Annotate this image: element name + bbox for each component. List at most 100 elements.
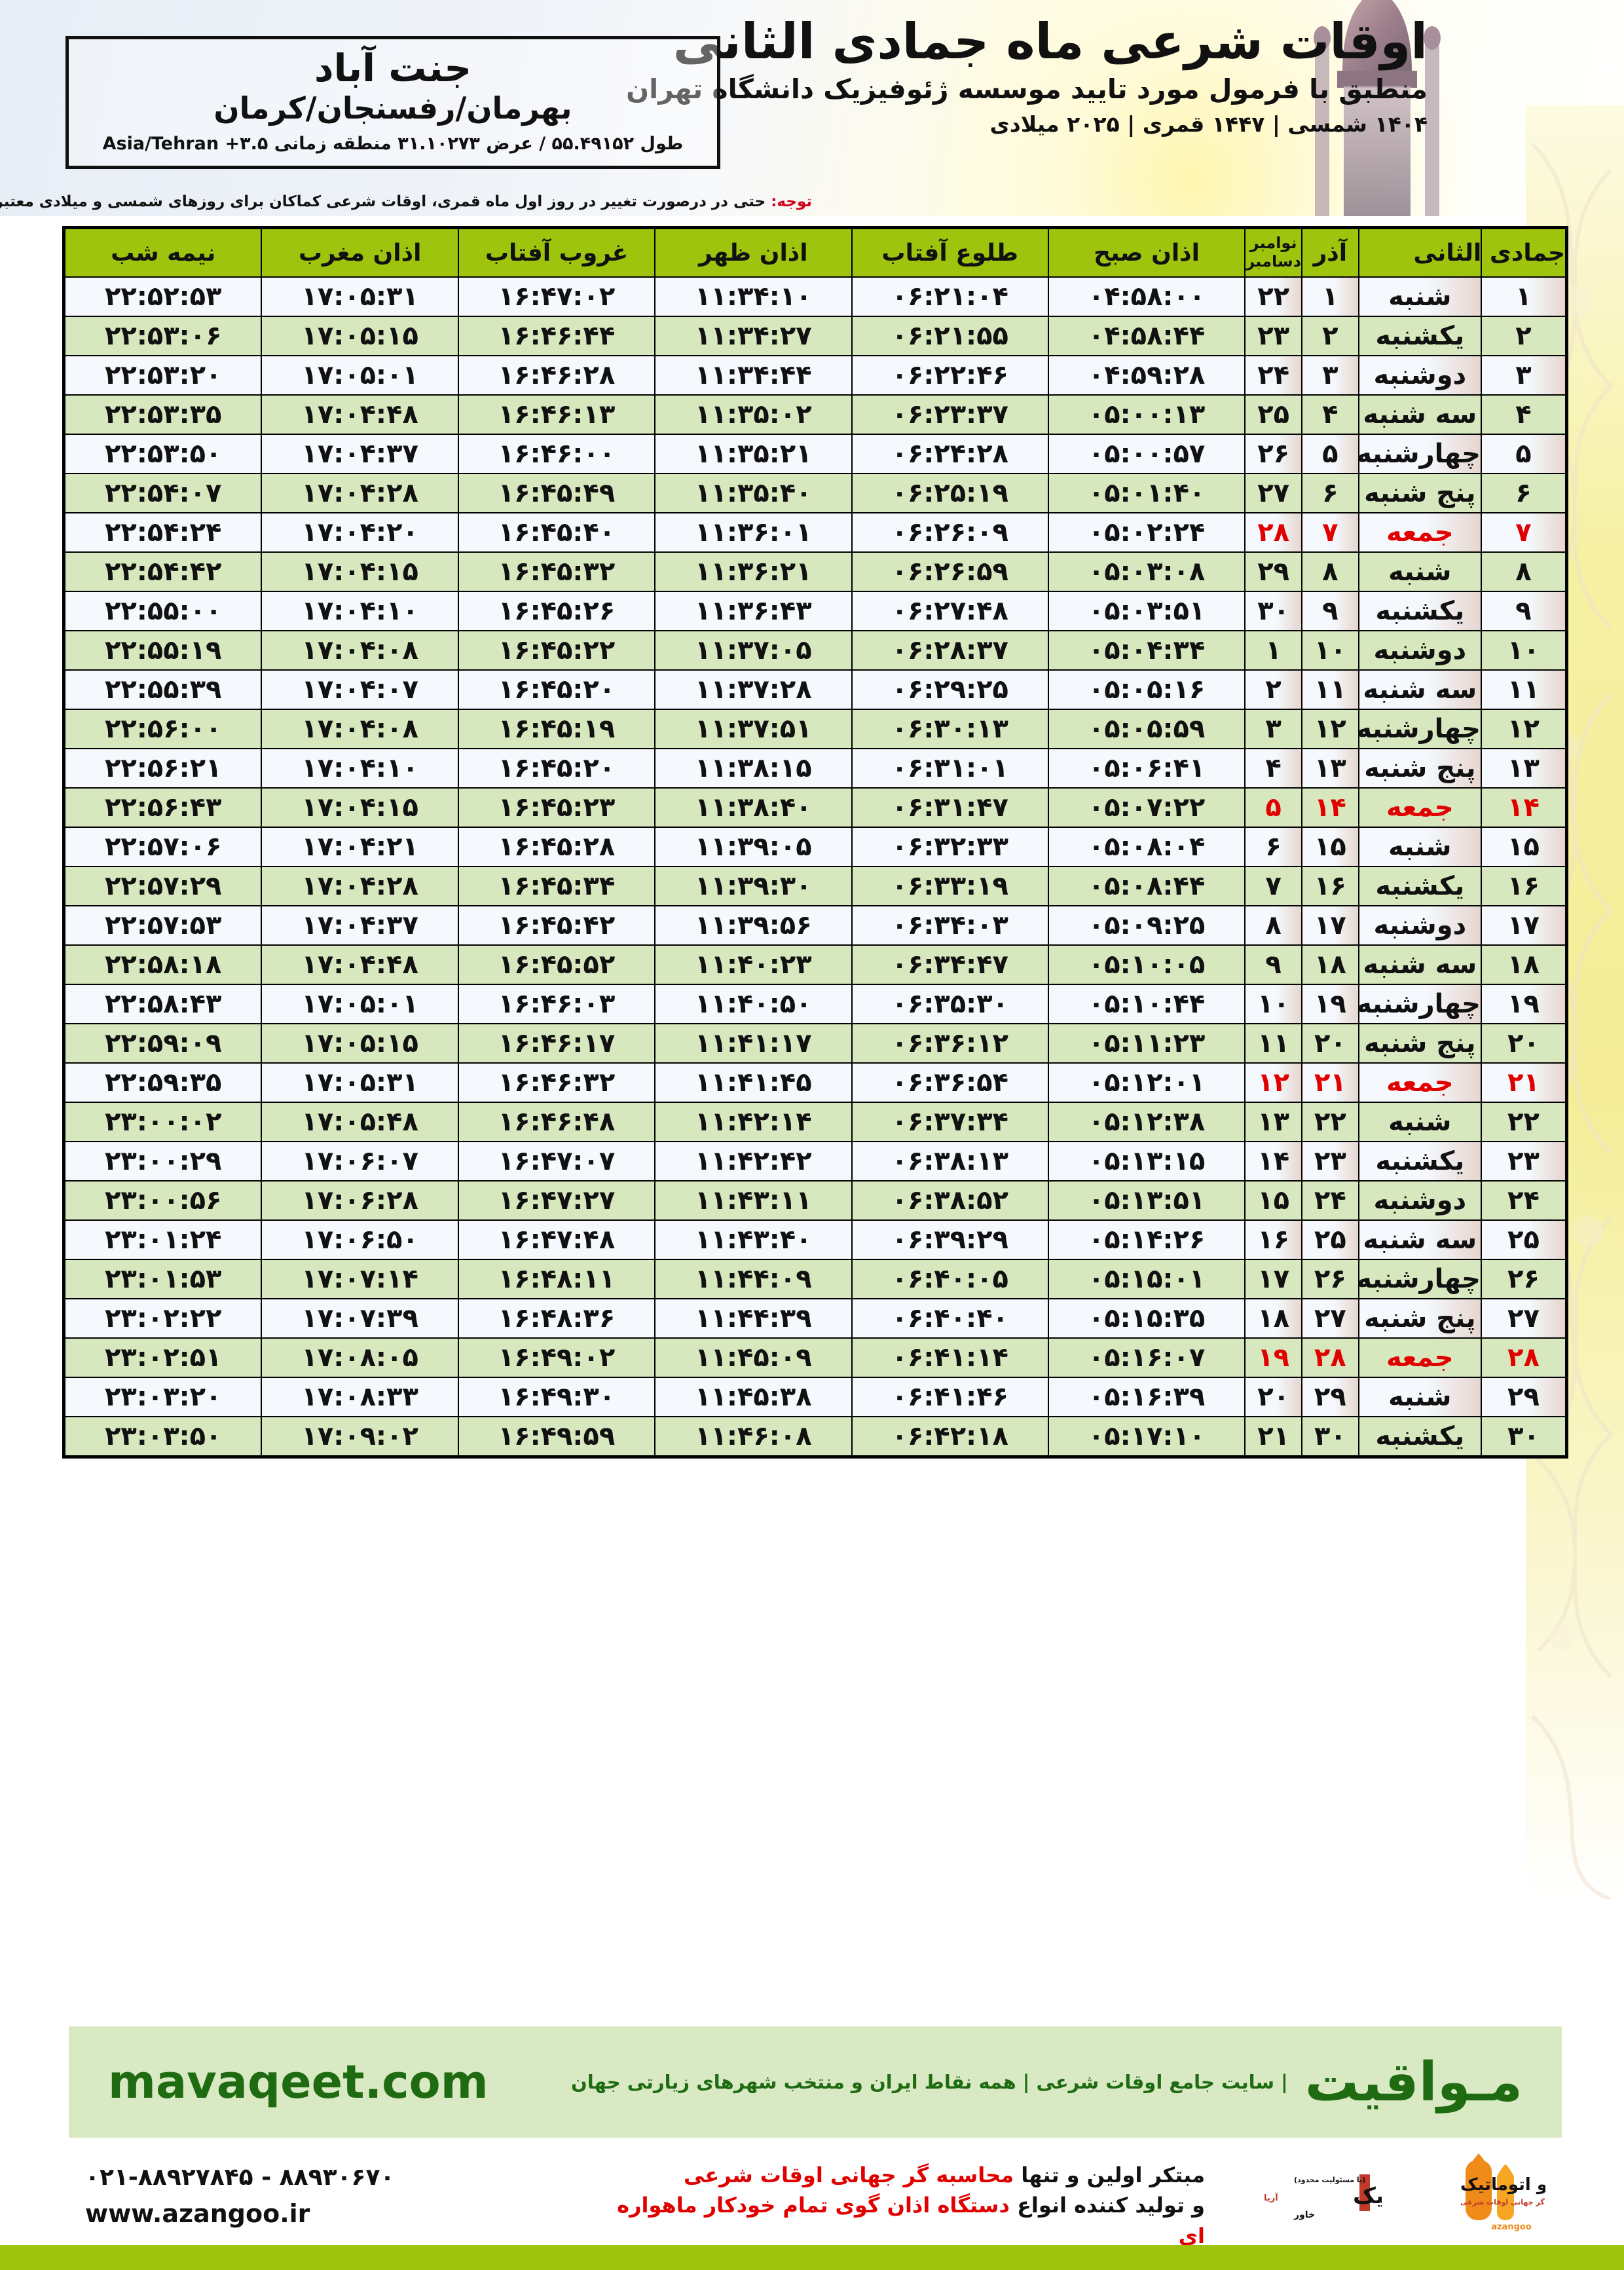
cell-fajr: ۰۵:۰۰:۵۷ (1047, 434, 1246, 474)
cell-fajr: ۰۵:۰۹:۲۵ (1047, 905, 1246, 946)
cell-weekday: پنج شنبه (1357, 1298, 1482, 1339)
table-row: ۲ یکشنبه ۲ ۲۳ ۰۴:۵۸:۴۴ ۰۶:۲۱:۵۵ ۱۱:۳۴:۲۷ ۱۶:۴۶:… (63, 316, 1568, 356)
table-row: ۱ شنبه ۱ ۲۲ ۰۴:۵۸:۰۰ ۰۶:۲۱:۰۴ ۱۱:۳۴:۱۰ ۱۶:۴۷:۰۲… (63, 276, 1568, 317)
cell-hijri-day: ۳۰ (1480, 1416, 1568, 1458)
cell-hijri-day: ۱۳ (1480, 748, 1568, 789)
banner-tagline: | سایت جامع اوقات شرعی | همه نقاط ایران … (570, 2071, 1288, 2093)
cell-midnight: ۲۲:۵۷:۰۶ (63, 827, 263, 867)
cell-sunrise: ۰۶:۳۷:۳۴ (851, 1102, 1049, 1142)
cell-gregorian-day: ۹ (1244, 944, 1302, 985)
city-region-path: بهرمان/رفسنجان/کرمان (213, 90, 572, 126)
cell-gregorian-day: ۲۸ (1244, 512, 1302, 553)
th-greg-top: نوامبر (1249, 234, 1297, 253)
table-row: ۹ یکشنبه ۹ ۳۰ ۰۵:۰۳:۵۱ ۰۶:۲۷:۴۸ ۱۱:۳۶:۴۳ ۱۶:۴۵:… (63, 591, 1568, 631)
cell-weekday: دوشنبه (1357, 1180, 1482, 1221)
cell-dhuhr: ۱۱:۳۶:۰۱ (654, 512, 853, 553)
page-title: اوقات شرعی ماه جمادی الثانی (673, 12, 1428, 70)
cell-fajr: ۰۵:۱۷:۱۰ (1047, 1416, 1246, 1458)
slogan-l2-plain: و تولید کننده انواع (1009, 2193, 1205, 2218)
slogan-l2-accent: دستگاه اذان گوی تمام خودکار ماهواره ای (617, 2193, 1205, 2248)
cell-gregorian-day: ۴ (1244, 748, 1302, 789)
cell-gregorian-day: ۲۷ (1244, 473, 1302, 513)
cell-weekday: جمعه (1357, 1337, 1482, 1378)
cell-sunrise: ۰۶:۳۸:۱۳ (851, 1141, 1049, 1182)
cell-maghrib: ۱۷:۰۴:۲۰ (261, 512, 459, 553)
slogan-l1-plain: مبتکر اولین و تنها (1014, 2163, 1205, 2187)
table-row: ۷ جمعه ۷ ۲۸ ۰۵:۰۲:۲۴ ۰۶:۲۶:۰۹ ۱۱:۳۶:۰۱ ۱۶:۴۵:۴۰… (63, 512, 1568, 553)
cell-maghrib: ۱۷:۰۶:۲۸ (261, 1180, 459, 1221)
cell-maghrib: ۱۷:۰۴:۲۱ (261, 827, 459, 867)
cell-sunset: ۱۶:۴۶:۱۷ (457, 1023, 656, 1064)
header-titles: اوقات شرعی ماه جمادی الثانی منطبق با فرم… (380, 12, 1428, 138)
cell-shamsi-day: ۲ (1301, 316, 1359, 356)
cell-maghrib: ۱۷:۰۵:۰۱ (261, 984, 459, 1024)
cell-gregorian-day: ۳ (1244, 709, 1302, 749)
cell-weekday: شنبه (1357, 1102, 1482, 1142)
cell-dhuhr: ۱۱:۴۵:۰۹ (654, 1337, 853, 1378)
cell-weekday: سه شنبه (1357, 944, 1482, 985)
cell-maghrib: ۱۷:۰۴:۴۸ (261, 394, 459, 435)
cell-gregorian-day: ۷ (1244, 866, 1302, 906)
cell-hijri-day: ۱۰ (1480, 630, 1568, 671)
cell-dhuhr: ۱۱:۴۳:۴۰ (654, 1219, 853, 1260)
cell-sunset: ۱۶:۴۶:۲۸ (457, 355, 656, 396)
cell-gregorian-day: ۱۲ (1244, 1062, 1302, 1103)
table-body: ۱ شنبه ۱ ۲۲ ۰۴:۵۸:۰۰ ۰۶:۲۱:۰۴ ۱۱:۳۴:۱۰ ۱۶:۴۷:۰۲… (63, 276, 1568, 1458)
note-label: توجه: (771, 193, 812, 210)
th-sunset: غروب آفتاب (457, 227, 656, 278)
cell-midnight: ۲۳:۰۱:۵۳ (63, 1259, 263, 1299)
footer-slogan-line2: و تولید کننده انواع دستگاه اذان گوی تمام… (616, 2190, 1205, 2251)
cell-midnight: ۲۲:۵۴:۴۲ (63, 551, 263, 592)
cell-sunrise: ۰۶:۲۴:۲۸ (851, 434, 1049, 474)
cell-shamsi-day: ۴ (1301, 394, 1359, 435)
cell-midnight: ۲۲:۵۳:۳۵ (63, 394, 263, 435)
city-info-box: جنت آباد بهرمان/رفسنجان/کرمان طول ۵۵.۴۹۱… (65, 36, 720, 169)
cell-hijri-day: ۲۶ (1480, 1259, 1568, 1299)
cell-hijri-day: ۳ (1480, 355, 1568, 396)
cell-sunrise: ۰۶:۳۱:۴۷ (851, 787, 1049, 828)
cell-sunset: ۱۶:۴۶:۳۲ (457, 1062, 656, 1103)
cell-midnight: ۲۳:۰۰:۵۶ (63, 1180, 263, 1221)
cell-hijri-day: ۲۱ (1480, 1062, 1568, 1103)
cell-sunset: ۱۶:۴۶:۰۰ (457, 434, 656, 474)
cell-sunset: ۱۶:۴۵:۲۳ (457, 787, 656, 828)
cell-maghrib: ۱۷:۰۴:۰۸ (261, 709, 459, 749)
cell-midnight: ۲۲:۵۵:۰۰ (63, 591, 263, 631)
cell-sunset: ۱۶:۴۵:۳۲ (457, 551, 656, 592)
cell-weekday: شنبه (1357, 551, 1482, 592)
cell-hijri-day: ۱۷ (1480, 905, 1568, 946)
cell-dhuhr: ۱۱:۴۱:۴۵ (654, 1062, 853, 1103)
cell-maghrib: ۱۷:۰۴:۱۵ (261, 787, 459, 828)
table-row: ۲۳ یکشنبه ۲۳ ۱۴ ۰۵:۱۳:۱۵ ۰۶:۳۸:۱۳ ۱۱:۴۲:۴۲ ۱۶:۴… (63, 1141, 1568, 1182)
cell-weekday: دوشنبه (1357, 905, 1482, 946)
table-row: ۱۸ سه شنبه ۱۸ ۹ ۰۵:۱۰:۰۵ ۰۶:۳۴:۴۷ ۱۱:۴۰:۲۳ ۱۶:۴… (63, 944, 1568, 985)
cell-hijri-day: ۱۲ (1480, 709, 1568, 749)
cell-midnight: ۲۲:۵۳:۰۶ (63, 316, 263, 356)
cell-hijri-day: ۱۵ (1480, 827, 1568, 867)
cell-gregorian-day: ۲۶ (1244, 434, 1302, 474)
cell-weekday: یکشنبه (1357, 866, 1482, 906)
cell-sunrise: ۰۶:۳۸:۵۲ (851, 1180, 1049, 1221)
cell-dhuhr: ۱۱:۴۱:۱۷ (654, 1023, 853, 1064)
cell-dhuhr: ۱۱:۳۹:۰۵ (654, 827, 853, 867)
banner-url[interactable]: mavaqeet.com (108, 2055, 489, 2109)
footer-website[interactable]: www.azangoo.ir (85, 2199, 310, 2228)
cell-sunset: ۱۶:۴۷:۰۷ (457, 1141, 656, 1182)
cell-dhuhr: ۱۱:۴۵:۳۸ (654, 1377, 853, 1417)
cell-gregorian-day: ۲۲ (1244, 276, 1302, 317)
cell-sunset: ۱۶:۴۹:۰۲ (457, 1337, 656, 1378)
cell-sunrise: ۰۶:۴۲:۱۸ (851, 1416, 1049, 1458)
cell-midnight: ۲۲:۵۹:۰۹ (63, 1023, 263, 1064)
cell-gregorian-day: ۲۳ (1244, 316, 1302, 356)
cell-gregorian-day: ۶ (1244, 827, 1302, 867)
cell-shamsi-day: ۱۵ (1301, 827, 1359, 867)
cell-fajr: ۰۵:۱۳:۵۱ (1047, 1180, 1246, 1221)
slogan-l1-accent: محاسبه گر جهانی اوقات شرعی (684, 2163, 1014, 2187)
cell-sunset: ۱۶:۴۷:۲۷ (457, 1180, 656, 1221)
cell-gregorian-day: ۱۷ (1244, 1259, 1302, 1299)
cell-sunset: ۱۶:۴۶:۴۴ (457, 316, 656, 356)
cell-sunrise: ۰۶:۲۲:۴۶ (851, 355, 1049, 396)
th-maghrib: اذان مغرب (261, 227, 459, 278)
